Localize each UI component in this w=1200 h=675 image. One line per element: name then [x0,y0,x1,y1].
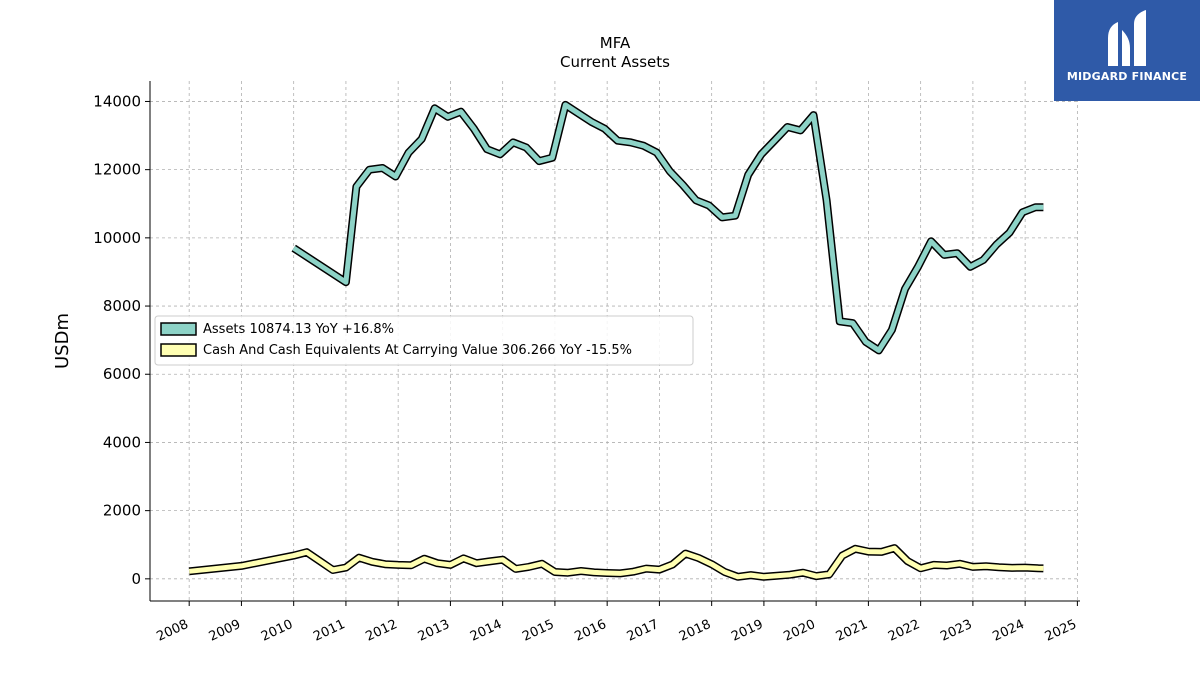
x-tick-label: 2018 [677,617,713,645]
y-tick-label: 12000 [93,161,141,179]
x-tick-label: 2016 [573,617,609,645]
chart-title: MFA [600,34,631,52]
legend-swatch-assets [160,322,197,336]
chart-subtitle: Current Assets [560,53,670,71]
midgard-logo-icon [1108,10,1146,66]
legend-box [154,315,694,366]
y-tick-label: 8000 [103,297,141,315]
legend: Assets 10874.13 YoY +16.8% Cash And Cash… [154,315,694,366]
x-tick-label: 2011 [311,617,347,645]
x-tick-label: 2025 [1043,617,1079,645]
legend-label-cash: Cash And Cash Equivalents At Carrying Va… [203,343,632,358]
x-tick-label: 2020 [782,617,818,645]
x-tick-label: 2010 [259,617,295,645]
y-tick-label: 14000 [93,92,141,110]
legend-swatch-cash [160,343,197,357]
x-tick-label: 2023 [938,617,974,645]
x-tick-label: 2009 [207,617,243,645]
x-tick-label: 2022 [886,617,922,645]
y-tick-label: 0 [131,570,141,588]
series-outline-0 [291,100,1044,355]
x-tick-label: 2024 [990,617,1026,645]
x-tick-label: 2021 [834,617,870,645]
x-tick-label: 2017 [625,617,661,645]
x-tick-label: 2019 [729,617,765,645]
series-line-1 [188,545,1044,580]
legend-label-assets: Assets 10874.13 YoY +16.8% [203,322,394,337]
x-tick-label: 2015 [520,617,556,645]
x-tick-label: 2014 [468,617,504,645]
y-tick-label: 10000 [93,229,141,247]
y-tick-label: 6000 [103,365,141,383]
x-tick-label: 2012 [364,617,400,645]
x-tick-label: 2008 [155,617,191,645]
series-line-0 [292,102,1044,353]
brand-name: MIDGARD FINANCE [1066,70,1188,83]
y-axis-label: USDm [52,313,73,369]
y-tick-label: 2000 [103,502,141,520]
x-tick-label: 2013 [416,617,452,645]
y-tick-label: 4000 [103,433,141,451]
brand-logo: MIDGARD FINANCE [1054,0,1200,101]
